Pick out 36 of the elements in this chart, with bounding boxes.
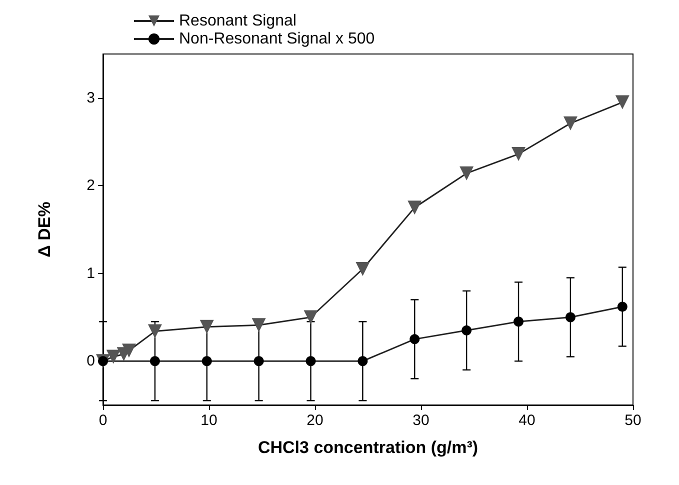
point <box>304 310 318 324</box>
point <box>150 356 160 366</box>
point <box>306 356 316 366</box>
point <box>615 95 630 110</box>
x-tick-label: 30 <box>412 412 430 429</box>
legend-label: Resonant Signal <box>179 12 296 30</box>
point <box>254 356 264 366</box>
point <box>356 262 370 276</box>
y-tick-label: 3 <box>86 89 95 106</box>
x-tick-label: 0 <box>98 412 108 429</box>
y-tick-label: 1 <box>86 264 95 282</box>
point <box>410 334 420 344</box>
point <box>460 166 474 180</box>
point <box>408 200 422 215</box>
point <box>106 350 120 364</box>
point <box>202 356 212 366</box>
point <box>617 302 628 312</box>
y-axis-title: Δ DE% <box>35 202 54 258</box>
point <box>514 316 524 327</box>
point <box>200 320 214 334</box>
x-tick-label: 40 <box>518 412 536 429</box>
legend-label: Non-Resonant Signal x 500 <box>179 30 375 48</box>
point <box>122 344 136 358</box>
x-axis-title: CHCl3 concentration (g/m³) <box>258 438 478 457</box>
point <box>358 356 368 366</box>
point <box>563 116 578 130</box>
point <box>512 147 526 162</box>
x-tick-label: 20 <box>306 412 324 429</box>
y-tick-label: 0 <box>86 352 95 370</box>
point <box>148 324 162 338</box>
point <box>462 325 472 336</box>
point <box>252 318 266 332</box>
x-tick-label: 10 <box>200 412 218 429</box>
point <box>565 312 576 322</box>
x-tick-label: 50 <box>624 412 642 429</box>
y-tick-label: 2 <box>86 177 95 194</box>
